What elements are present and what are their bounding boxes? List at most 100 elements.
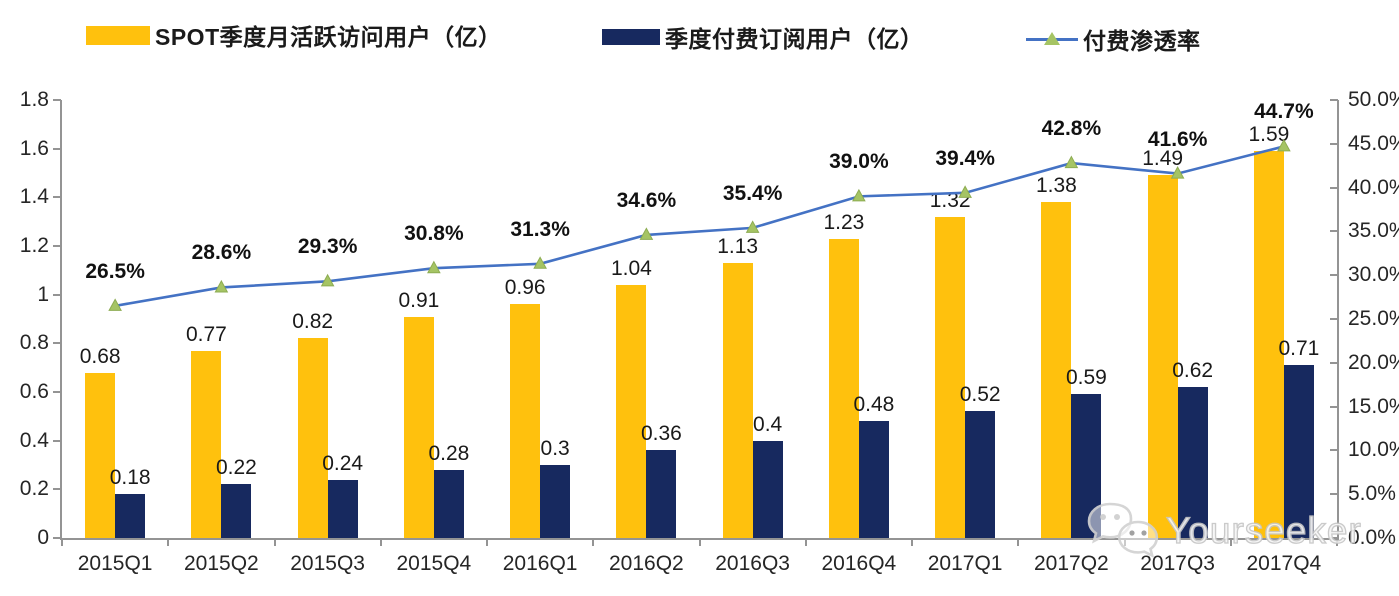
bar-subs-value-label: 0.52 <box>959 383 1001 407</box>
bar-subs <box>433 469 464 538</box>
bar-subs-value-label: 0.71 <box>1278 337 1320 361</box>
penetration-marker <box>745 220 760 233</box>
bar-subs-value-label: 0.28 <box>428 441 470 465</box>
y-axis-left-tick-label: 0.2 <box>19 477 49 501</box>
x-axis-tick <box>592 538 595 546</box>
bar-subs-value-label: 0.4 <box>753 412 783 436</box>
y-axis-left-tick <box>53 439 61 442</box>
y-axis-left-tick-label: 0.4 <box>19 428 49 452</box>
watermark-text: Yourseeker <box>1165 509 1362 551</box>
bar-subs-value-label: 0.48 <box>853 393 895 417</box>
penetration-marker <box>1064 155 1079 169</box>
bar-subs-value-label: 0.36 <box>640 422 682 446</box>
bar-subs-value-label: 0.22 <box>215 456 257 480</box>
subs-legend-label: 季度付费订阅用户（亿） <box>665 26 924 52</box>
bar-mau <box>1147 175 1178 538</box>
x-axis-category-label: 2016Q3 <box>715 552 790 575</box>
y-axis-right-tick <box>1330 230 1338 233</box>
bar-mau-value-label: 1.38 <box>1035 174 1077 198</box>
x-axis-tick <box>61 538 63 546</box>
penetration-marker <box>639 227 654 240</box>
y-axis-right-tick <box>1330 274 1338 277</box>
bar-mau-value-label: 0.82 <box>292 310 334 334</box>
bar-mau-value-label: 0.96 <box>504 276 546 300</box>
penetration-value-label: 30.8% <box>404 222 464 246</box>
bar-mau <box>616 284 647 538</box>
penetration-marker <box>852 188 866 202</box>
bar-mau-value-label: 1.04 <box>610 256 652 280</box>
bar-subs <box>1283 365 1314 538</box>
bar-mau <box>297 338 328 538</box>
penetration-value-label: 34.6% <box>616 188 677 212</box>
x-axis-category-label: 2015Q1 <box>77 552 153 575</box>
y-axis-right-tick-label: 15.0% <box>1348 394 1399 418</box>
penetration-legend-marker <box>1026 30 1078 48</box>
penetration-value-label: 44.7% <box>1254 100 1314 124</box>
y-axis-right-tick-label: 35.0% <box>1348 219 1399 243</box>
x-axis-tick <box>911 538 913 546</box>
x-axis-category-label: 2017Q2 <box>1034 552 1109 575</box>
bar-subs-value-label: 0.18 <box>109 466 151 490</box>
y-axis-right-line <box>1337 100 1339 540</box>
subs-legend-swatch <box>602 29 660 45</box>
x-axis-tick <box>167 538 170 546</box>
penetration-value-label: 39.4% <box>935 146 995 170</box>
bar-mau <box>85 372 116 538</box>
bar-mau-value-label: 1.23 <box>823 210 865 234</box>
x-axis-category-label: 2017Q3 <box>1140 552 1215 575</box>
x-axis-category-label: 2015Q3 <box>290 552 365 575</box>
bar-subs-value-label: 0.62 <box>1172 359 1214 383</box>
penetration-marker <box>427 260 441 274</box>
y-axis-left-tick <box>53 99 61 101</box>
y-axis-left-tick <box>53 488 61 491</box>
x-axis-category-label: 2016Q4 <box>821 552 897 575</box>
y-axis-left-tick-label: 0.8 <box>19 331 49 355</box>
penetration-value-label: 29.3% <box>297 235 358 259</box>
penetration-value-label: 41.6% <box>1147 127 1208 151</box>
x-axis-category-label: 2017Q1 <box>927 552 1003 575</box>
x-axis-category-label: 2017Q4 <box>1246 552 1322 575</box>
y-axis-right-tick <box>1330 493 1338 496</box>
bar-subs <box>115 494 146 538</box>
x-axis-category-label: 2015Q4 <box>396 552 472 575</box>
x-axis-category-label: 2015Q2 <box>184 552 259 575</box>
y-axis-right-tick-label: 50.0% <box>1348 88 1399 111</box>
y-axis-right-tick <box>1330 142 1338 145</box>
x-axis-category-label: 2016Q2 <box>609 552 684 575</box>
bar-subs <box>646 450 677 538</box>
x-axis-tick <box>1229 538 1232 546</box>
y-axis-right-tick-label: 20.0% <box>1348 350 1399 374</box>
bar-subs <box>1177 387 1208 538</box>
bar-mau-value-label: 0.91 <box>398 288 440 312</box>
penetration-line-path <box>114 145 1285 308</box>
y-axis-right-tick-label: 25.0% <box>1348 307 1399 330</box>
bar-subs-value-label: 0.3 <box>540 437 570 460</box>
x-axis-tick <box>273 538 276 546</box>
mau-legend-label: SPOT季度月活跃访问用户（亿） <box>155 24 502 50</box>
y-axis-right-tick <box>1330 537 1338 539</box>
bar-mau-value-label: 0.77 <box>185 322 227 346</box>
y-axis-right-tick <box>1330 186 1338 189</box>
y-axis-right-tick-label: 10.0% <box>1348 438 1399 462</box>
penetration-marker <box>214 279 229 293</box>
bar-subs <box>858 421 889 538</box>
bar-mau <box>191 350 222 538</box>
bar-subs <box>752 440 783 538</box>
bar-mau <box>828 238 859 538</box>
y-axis-left-tick <box>53 342 61 345</box>
y-axis-left-tick <box>53 245 61 247</box>
y-axis-left-tick <box>53 196 61 199</box>
y-axis-right-tick <box>1330 361 1338 364</box>
penetration-value-label: 42.8% <box>1041 117 1102 141</box>
legend-item-penetration: 付费渗透率 <box>1026 22 1201 56</box>
bar-mau <box>935 216 966 538</box>
penetration-legend-label: 付费渗透率 <box>1083 28 1201 54</box>
bar-mau-value-label: 1.32 <box>929 188 971 212</box>
penetration-value-label: 26.5% <box>85 259 145 283</box>
y-axis-left-tick-label: 1.4 <box>19 185 49 209</box>
y-axis-left-tick-label: 1.2 <box>19 234 49 257</box>
x-axis-tick <box>804 538 807 546</box>
bar-mau-value-label: 0.68 <box>79 344 121 368</box>
legend-item-mau: SPOT季度月活跃访问用户（亿） <box>86 18 502 52</box>
